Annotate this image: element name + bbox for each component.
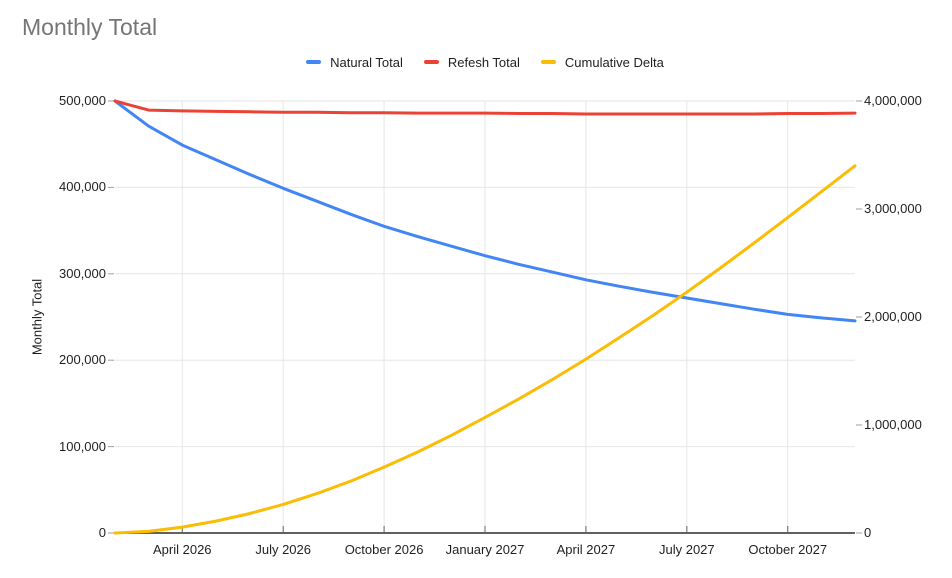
x-axis-label: October 2026 [344,542,424,557]
legend-label: Natural Total [330,54,403,70]
left-axis-label: 100,000 [59,438,106,454]
right-axis-label: 4,000,000 [864,93,922,108]
left-axis-label: 500,000 [59,93,106,108]
legend-item-natural-total[interactable]: Natural Total [306,55,403,70]
x-axis-label: April 2027 [556,542,616,557]
left-axis-label: 300,000 [59,265,106,281]
legend-item-refesh-total[interactable]: Refesh Total [423,54,520,70]
right-axis-label: 2,000,000 [864,309,922,324]
legend-swatch-icon [306,60,322,64]
series-line-natural-total [113,99,857,323]
legend-swatch-icon [540,60,556,64]
right-axis-label: 1,000,000 [864,417,922,432]
x-axis-label: October 2027 [748,542,828,557]
x-axis-label: January 2027 [445,542,525,557]
right-axis-label: 0 [864,525,872,540]
left-axis-label: 0 [98,525,106,540]
series-line-cumulative-delta [113,164,857,535]
left-axis-label: 400,000 [59,179,106,195]
legend: Natural Total Refesh Total Cumulative Delt… [115,53,855,71]
chart-title: Monthly Total [22,14,158,40]
legend-label: Cumulative Delta [564,54,664,70]
left-axis-label: 200,000 [59,352,106,368]
x-axis-label: July 2027 [658,542,715,557]
x-axis-label: July 2026 [255,542,311,557]
legend-item-cumulative-delta[interactable]: Cumulative Delta [540,54,664,70]
legend-swatch-icon [423,60,439,64]
legend-label: Refesh Total [447,54,520,70]
series-line-refesh-total [113,99,857,116]
x-axis-label: April 2026 [152,542,212,557]
right-axis-label: 3,000,000 [864,201,922,216]
